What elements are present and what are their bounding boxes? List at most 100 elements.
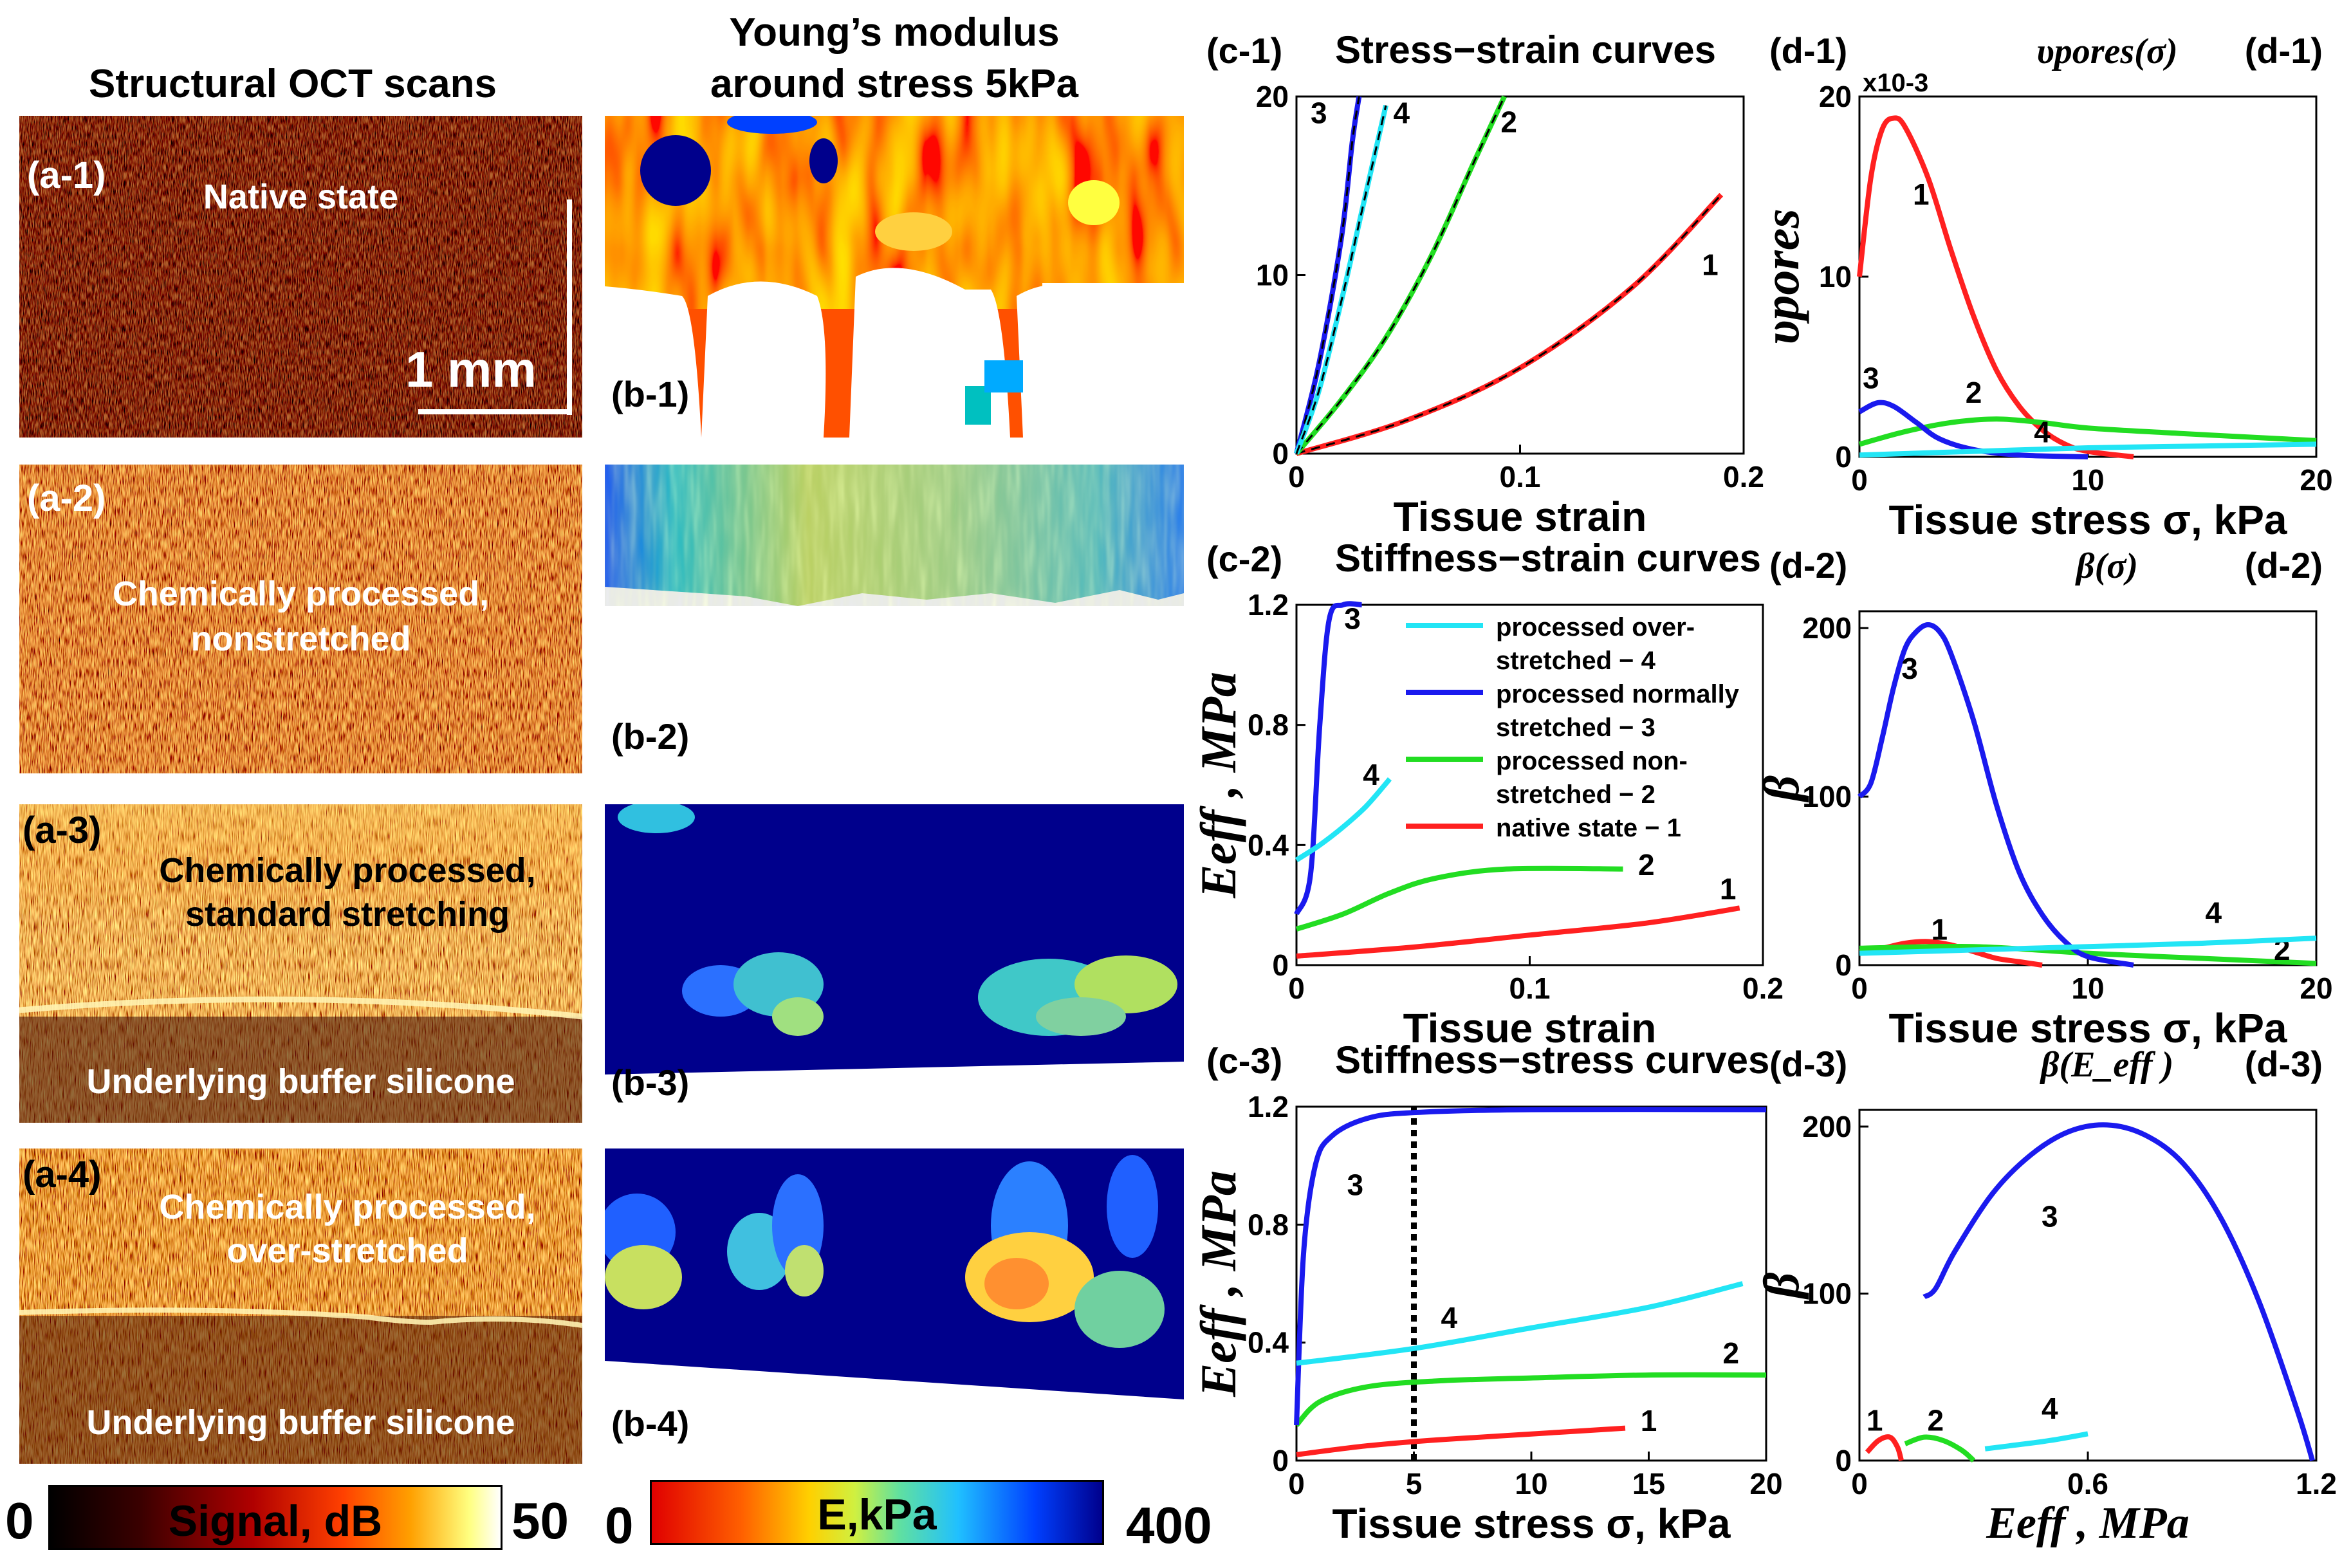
- modulus-map-b3: [605, 804, 1184, 1075]
- series-line-c-3-4: [1296, 1281, 1744, 1366]
- x-tick-label-c-3: 15: [1632, 1467, 1665, 1500]
- series-line-d-2-2: [1859, 943, 2317, 966]
- x-tick-label-d-3: 0: [1851, 1467, 1868, 1500]
- signal-colorbar-max: 50: [512, 1492, 569, 1549]
- x-tick-label-c-1: 0.2: [1723, 460, 1764, 493]
- fit-line-c-1-3: [1295, 96, 1360, 454]
- curve-label-d-3-4: 4: [2042, 1392, 2058, 1425]
- y-axis-label-d-1: υpores: [1753, 208, 1809, 345]
- curve-label-c-1-4: 4: [1394, 97, 1410, 130]
- panel-label-a1: (a-1): [27, 154, 106, 196]
- series-line-d-2-1: [1859, 939, 2043, 968]
- panel-label-right-d-3: (d-3): [2245, 1044, 2323, 1084]
- panel-label-right-d-1: (d-1): [2245, 30, 2323, 71]
- x-axis-label-c-2: Tissue strain: [1403, 1005, 1657, 1051]
- panel-label-b2: (b-2): [611, 716, 690, 757]
- x-tick-label-c-3: 20: [1749, 1467, 1782, 1500]
- x-tick-label-d-1: 0: [1851, 463, 1868, 497]
- series-line-d-2-4: [1859, 936, 2317, 956]
- fit-line-c-1-1: [1296, 194, 1722, 455]
- legend-entry-2: processed normally: [1496, 680, 1740, 708]
- panel-label-b1: (b-1): [611, 374, 690, 414]
- y-tick-label-d-1: 20: [1819, 80, 1852, 113]
- curve-label-d-1-3: 3: [1863, 362, 1879, 395]
- series-line-d-1-4: [1859, 441, 2317, 458]
- y-tick-label-c-1: 0: [1272, 437, 1289, 470]
- x-axis-label-d-3: Eeff , MPa: [1986, 1499, 2190, 1548]
- plot-frame-c-2: [1295, 604, 1764, 966]
- oct-bottom-text-a3: Underlying buffer silicone: [86, 1062, 515, 1101]
- series-line-d-3-4: [1984, 1431, 2088, 1452]
- oct-texture-a4: [19, 1148, 582, 1464]
- modulus-map-b4: [605, 1148, 1184, 1399]
- panel-label-a2: (a-2): [27, 477, 106, 519]
- x-tick-label-c-3: 5: [1406, 1467, 1423, 1500]
- panel-label-d-3: (d-3): [1769, 1044, 1847, 1084]
- modulus-column-header-line1: Young’s modulus: [729, 10, 1060, 55]
- x-tick-label-c-2: 0: [1288, 972, 1305, 1005]
- y-tick-label-c-2: 0.4: [1248, 828, 1289, 862]
- oct-text-a2-line2: nonstretched: [190, 620, 411, 658]
- curve-label-c-3-3: 3: [1347, 1168, 1363, 1202]
- x-tick-label-d-2: 20: [2300, 972, 2332, 1005]
- y-tick-label-d-1: 0: [1835, 440, 1852, 474]
- curve-label-d-1-2: 2: [1966, 376, 1982, 409]
- x-tick-label-d-3: 1.2: [2296, 1467, 2337, 1500]
- series-line-c-2-4: [1295, 777, 1392, 863]
- legend-entry-5: stretched − 2: [1496, 780, 1655, 809]
- series-line-d-1-1: [1857, 115, 2134, 459]
- oct-text-a4-line1: Chemically processed,: [159, 1188, 536, 1226]
- curve-label-d-2-4: 4: [2205, 896, 2222, 930]
- curve-label-c-3-1: 1: [1641, 1404, 1657, 1437]
- x-tick-label-d-1: 10: [2071, 463, 2104, 497]
- series-line-c-1-4: [1294, 104, 1388, 455]
- curve-label-c-1-3: 3: [1311, 97, 1327, 130]
- y-tick-label-d-3: 100: [1802, 1277, 1852, 1310]
- chart-title-d-1: υpores(σ): [2036, 32, 2177, 71]
- series-line-d-3-3: [1922, 1122, 2315, 1462]
- legend-entry-1: stretched − 4: [1496, 647, 1656, 675]
- series-line-c-2-3: [1294, 601, 1362, 916]
- panel-label-c-2: (c-2): [1206, 539, 1282, 579]
- y-axis-label-d-2: β: [1753, 775, 1809, 803]
- y-tick-label-d-1: 10: [1819, 260, 1852, 293]
- curve-label-d-2-2: 2: [2274, 933, 2291, 966]
- curve-label-d-2-3: 3: [1901, 652, 1918, 685]
- curve-label-c-2-4: 4: [1363, 758, 1379, 791]
- silicone-interface-a3: [19, 996, 582, 1020]
- y-tick-label-d-2: 200: [1802, 611, 1852, 645]
- fit-line-c-1-2: [1295, 96, 1506, 454]
- panel-label-c-3: (c-3): [1206, 1040, 1282, 1081]
- oct-panel-a1: (a-1) Native state 1 mm: [19, 116, 582, 438]
- oct-texture-a2: [19, 465, 582, 773]
- signal-colorbar-min: 0: [5, 1492, 34, 1549]
- series-line-c-3-1: [1296, 1425, 1626, 1457]
- y-tick-label-c-2: 0.8: [1248, 708, 1289, 742]
- plot-frame-d-1: [1858, 95, 2318, 458]
- x-tick-label-d-3: 0.6: [2067, 1467, 2108, 1500]
- plot-frame-d-3: [1858, 1109, 2318, 1462]
- oct-text-a4-line2: over-stretched: [226, 1231, 468, 1270]
- legend-entry-4: processed non-: [1496, 747, 1688, 775]
- curve-label-d-2-1: 1: [1931, 913, 1948, 946]
- panel-label-right-d-2: (d-2): [2245, 545, 2323, 586]
- curve-label-c-1-1: 1: [1702, 248, 1719, 282]
- oct-text-a3-line2: standard stretching: [185, 895, 510, 934]
- y-axis-label-d-3: β: [1753, 1272, 1809, 1300]
- modulus-panel-b1: (b-1): [605, 116, 1184, 438]
- y-multiplier-d-1: x10-3: [1863, 69, 1928, 97]
- panel-label-d-1: (d-1): [1769, 30, 1847, 71]
- x-axis-label-d-1: Tissue stress σ, kPa: [1889, 497, 2287, 543]
- oct-texture-a1: [19, 116, 582, 438]
- series-line-d-3-2: [1904, 1434, 1976, 1463]
- panel-label-a3: (a-3): [23, 809, 102, 851]
- legend-entry-0: processed over-: [1496, 613, 1695, 641]
- y-axis-label-c-2: Eeff , MPa: [1190, 672, 1246, 899]
- curve-label-d-3-1: 1: [1867, 1403, 1883, 1437]
- x-tick-label-d-1: 20: [2300, 463, 2332, 497]
- modulus-colorbar-min: 0: [605, 1497, 634, 1554]
- curve-label-d-1-1: 1: [1913, 178, 1930, 211]
- chart-title-c-1: Stress−strain curves: [1335, 28, 1716, 71]
- modulus-colorbar: [650, 1480, 1104, 1545]
- x-tick-label-c-3: 10: [1515, 1467, 1547, 1500]
